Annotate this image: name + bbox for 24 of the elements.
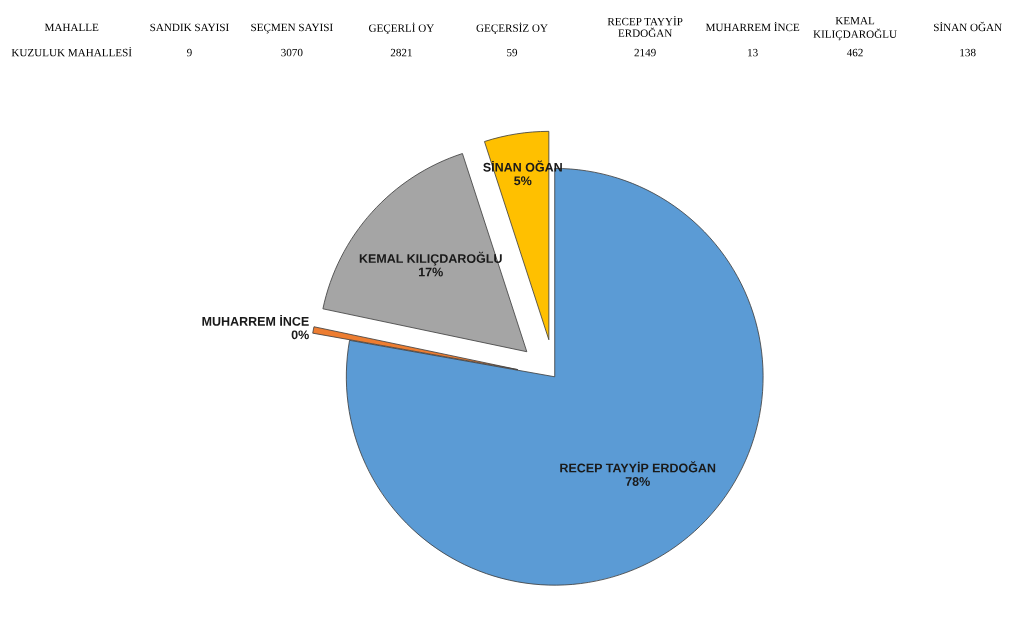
- data-label: 5%: [514, 176, 532, 186]
- text: 138: [960, 48, 976, 57]
- text: 2149: [634, 48, 656, 57]
- text: 3070: [281, 48, 303, 57]
- text: MUHARREM İNCE: [705, 21, 800, 32]
- text: 2821: [390, 48, 412, 57]
- text: 13: [748, 48, 758, 57]
- data-label: 0%: [291, 330, 309, 340]
- text: SİNAN OĞAN: [934, 21, 1002, 32]
- text: SANDIK SAYISI: [150, 23, 229, 32]
- slice-label: RECEP TAYYİP ERDOĞAN: [560, 461, 716, 473]
- text: KUZULUK MAHALLESİ: [11, 47, 132, 57]
- text: RECEP TAYYİP ERDOĞAN: [607, 16, 683, 37]
- data-label: 17%: [418, 267, 443, 277]
- text: GEÇERLİ OY: [369, 22, 434, 35]
- text: GEÇERSİZ OY: [476, 22, 548, 35]
- text: 462: [846, 48, 863, 57]
- text: 59: [507, 48, 518, 57]
- data-label: 78%: [625, 477, 650, 486]
- text: 9: [187, 48, 192, 57]
- text: KEMAL KILIÇDAROĞLU: [813, 16, 897, 41]
- slice-label: MUHARREM İNCE: [202, 314, 309, 326]
- text: MAHALLE: [44, 23, 99, 32]
- text: SEÇMEN SAYISI: [251, 23, 333, 34]
